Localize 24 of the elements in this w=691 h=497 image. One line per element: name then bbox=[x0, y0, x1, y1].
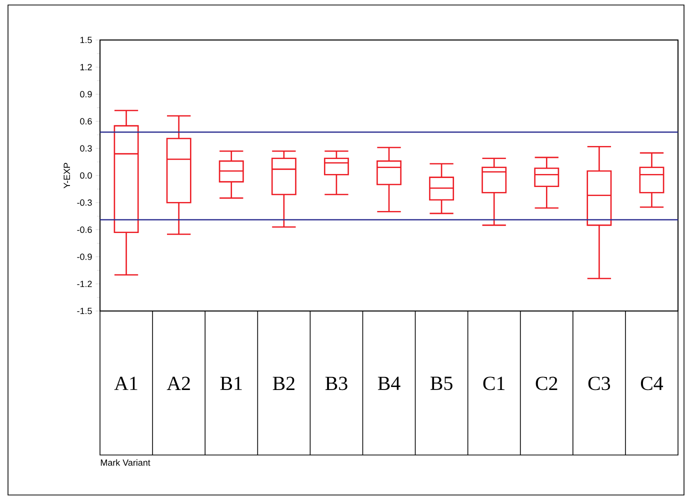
x-tick-label: B4 bbox=[378, 376, 400, 390]
y-tick-label: 1.2 bbox=[80, 64, 92, 70]
y-tick-label: -0.6 bbox=[77, 226, 92, 233]
y-tick-label: 0.6 bbox=[80, 118, 92, 124]
x-tick-label: B3 bbox=[325, 376, 348, 390]
y-axis-title: Y-EXP bbox=[64, 162, 70, 188]
x-tick-label: C4 bbox=[640, 376, 664, 390]
y-tick-label: -1.2 bbox=[77, 280, 92, 288]
y-tick-label: 0.3 bbox=[80, 145, 92, 152]
y-tick-label: 0.9 bbox=[80, 91, 92, 98]
x-tick-label: C3 bbox=[588, 376, 610, 390]
x-tick-label: B2 bbox=[272, 376, 294, 390]
y-tick-label: -0.3 bbox=[77, 199, 92, 206]
text: Mark Variant bbox=[100, 459, 150, 466]
x-tick-label: C1 bbox=[483, 376, 505, 390]
y-tick-label: -0.9 bbox=[77, 254, 92, 260]
x-tick-label: A1 bbox=[114, 376, 138, 390]
x-tick-label: B5 bbox=[430, 376, 452, 390]
y-tick-label: 1.5 bbox=[80, 36, 92, 44]
x-tick-label: B1 bbox=[220, 376, 242, 390]
x-tick-label: C2 bbox=[536, 376, 558, 390]
x-tick-label: A2 bbox=[166, 376, 190, 390]
y-tick-label: -1.5 bbox=[77, 308, 92, 314]
y-tick-label: 0.0 bbox=[80, 172, 92, 179]
